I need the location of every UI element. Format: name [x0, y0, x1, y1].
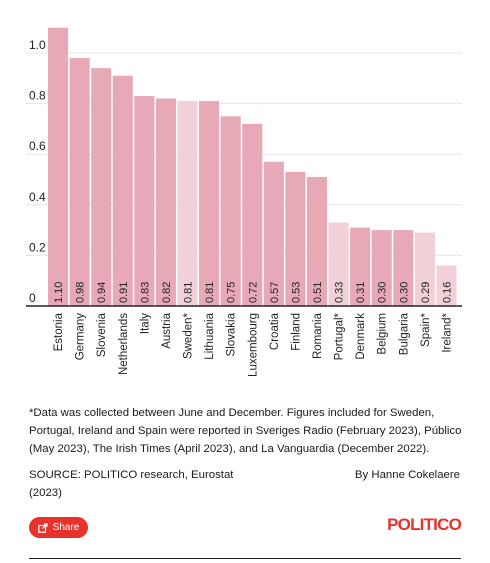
y-tick-label: 0.4 — [29, 190, 46, 204]
x-axis: Estonia Germany Slovenia Netherlands Italy Au… — [26, 305, 462, 377]
bar — [436, 265, 457, 306]
share-icon — [37, 522, 48, 533]
value-labels: 1.10 0.98 0.94 0.91 0.83 0.82 0.81 0.81 0.75 0.72… — [53, 282, 453, 303]
value-label: 0.98 — [75, 282, 87, 303]
bar — [306, 176, 328, 306]
bar — [112, 75, 133, 307]
category-label: Estonia — [53, 312, 65, 351]
y-tick-label: 1.0 — [29, 38, 46, 52]
bar — [263, 161, 284, 306]
bar — [91, 68, 112, 307]
value-label: 0.30 — [398, 282, 410, 303]
bar — [285, 171, 306, 306]
category-label: Italy — [139, 313, 151, 334]
bar — [177, 101, 198, 306]
politico-logo[interactable]: POLITICO — [387, 515, 462, 534]
value-label: 1.10 — [53, 282, 65, 303]
category-label: Finland — [290, 313, 302, 351]
category-label: Romania — [312, 312, 324, 359]
bar — [155, 98, 176, 306]
footnote: *Data was collected between June and Dec… — [29, 407, 462, 455]
y-tick-label: 0.2 — [29, 240, 46, 254]
value-label: 0.33 — [334, 282, 346, 303]
category-label: Sweden* — [183, 312, 195, 359]
value-label: 0.83 — [139, 282, 151, 303]
share-button[interactable]: Share — [29, 517, 88, 538]
bar — [69, 58, 90, 307]
category-label: Croatia — [269, 312, 281, 350]
source-note: SOURCE: POLITICO research, Eurostat (202… — [29, 469, 234, 499]
bar — [134, 96, 155, 306]
y-axis: 0 0.2 0.4 0.6 0.8 1.0 — [29, 38, 46, 305]
category-label: Slovakia — [226, 312, 238, 356]
y-tick-label: 0.6 — [29, 139, 46, 153]
value-label: 0.82 — [161, 282, 173, 303]
category-label: Portugal* — [334, 312, 346, 360]
value-label: 0.75 — [226, 282, 238, 303]
value-label: 0.53 — [290, 282, 302, 303]
value-label: 0.91 — [118, 282, 130, 303]
bar — [350, 227, 371, 306]
value-label: 0.16 — [441, 282, 453, 303]
y-tick-label: 0.8 — [29, 89, 46, 103]
category-label: Lithuania — [204, 312, 216, 359]
category-label: Luxembourg — [247, 313, 259, 377]
category-label: Slovenia — [96, 312, 108, 357]
bar — [242, 123, 263, 306]
byline: By Hanne Cokelaere — [354, 469, 460, 481]
category-label: Germany — [75, 313, 87, 361]
bar — [199, 101, 220, 306]
category-label: Denmark — [355, 313, 367, 360]
category-label: Austria — [161, 312, 173, 348]
value-label: 0.29 — [420, 282, 432, 303]
value-label: 0.31 — [355, 282, 367, 303]
share-label: Share — [52, 522, 80, 533]
bar-chart: 0 0.2 0.4 0.6 0.8 1.0 1.10 0.98 0.94 0.91 0.83 0.8… — [26, 27, 462, 377]
bar — [48, 27, 69, 306]
category-label: Belgium — [377, 313, 389, 355]
value-label: 0.94 — [96, 282, 108, 303]
bar — [371, 230, 392, 306]
value-label: 0.81 — [204, 282, 216, 303]
category-label: Ireland* — [441, 312, 453, 352]
category-label: Bulgaria — [398, 312, 410, 355]
bar — [220, 116, 241, 306]
value-label: 0.57 — [269, 282, 281, 303]
value-label: 0.72 — [247, 282, 259, 303]
category-label: Netherlands — [118, 313, 130, 375]
value-label: 0.81 — [183, 282, 195, 303]
bar — [414, 232, 435, 306]
bottom-divider — [29, 558, 461, 559]
category-label: Spain* — [420, 312, 432, 346]
value-label: 0.51 — [312, 282, 324, 303]
bars — [48, 27, 457, 307]
value-label: 0.30 — [377, 282, 389, 303]
bar — [328, 222, 349, 306]
y-tick-label: 0 — [29, 291, 36, 305]
bar — [393, 230, 414, 306]
